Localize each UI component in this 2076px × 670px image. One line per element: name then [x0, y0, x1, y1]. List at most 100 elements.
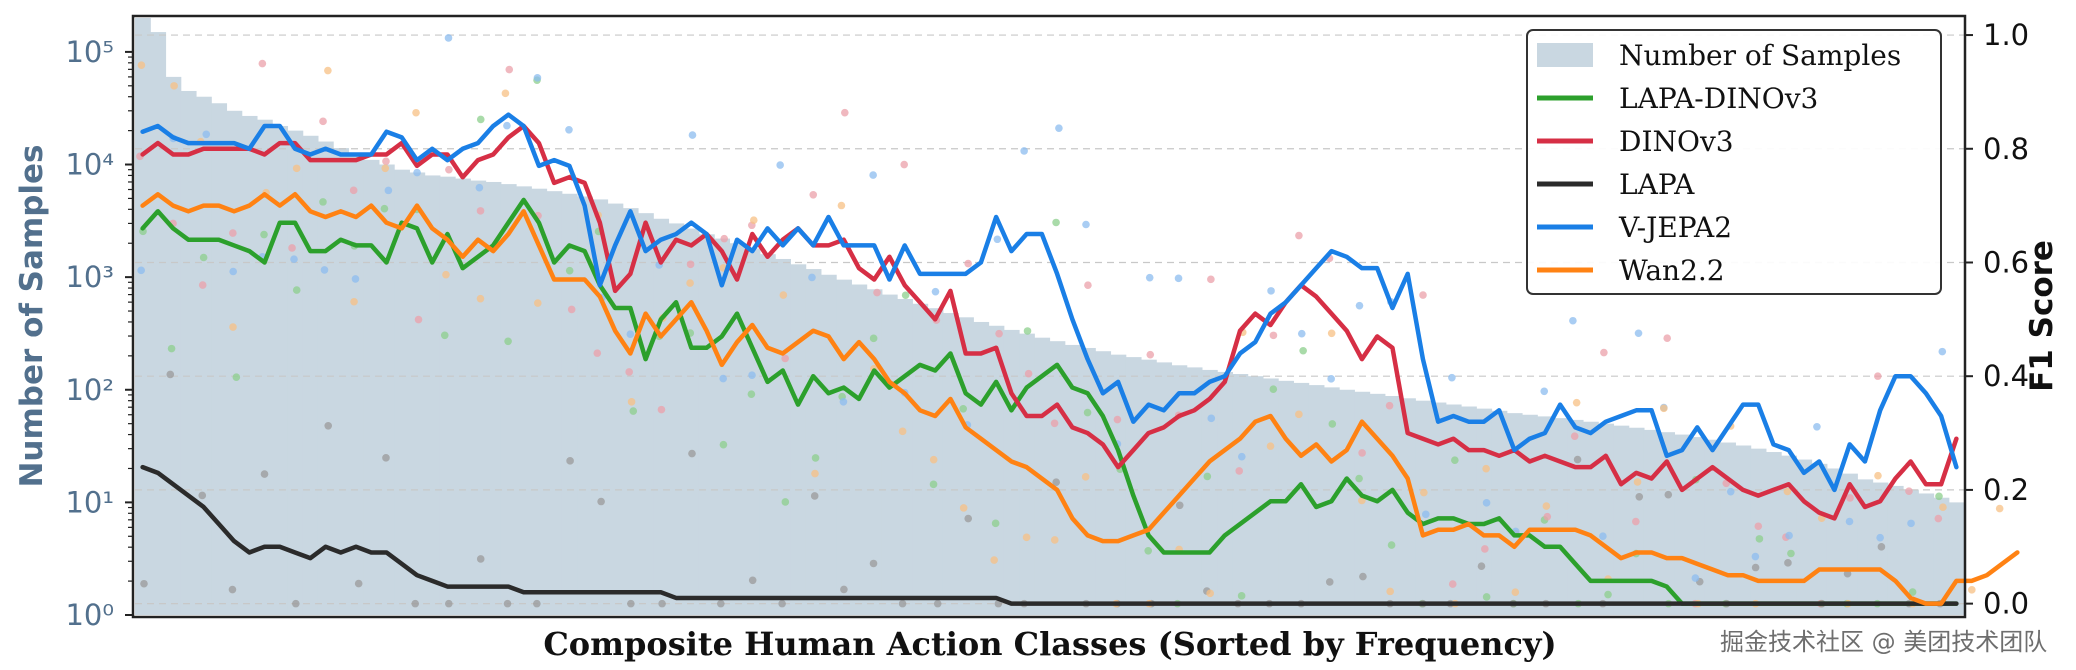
- scatter-point: [1420, 488, 1428, 497]
- scatter-point: [1448, 373, 1456, 382]
- sample-bar: [1796, 459, 1813, 615]
- scatter-point: [809, 190, 818, 199]
- scatter-point: [959, 504, 968, 512]
- scatter-point: [720, 234, 729, 243]
- scatter-point: [1419, 291, 1427, 299]
- scatter-point: [898, 427, 907, 436]
- scatter-point: [781, 354, 789, 363]
- sample-bar: [1613, 425, 1630, 615]
- scatter-point: [1022, 533, 1031, 542]
- sample-bar: [1842, 473, 1858, 615]
- scatter-point: [1052, 218, 1060, 227]
- sample-bar: [1262, 378, 1279, 615]
- sample-bar: [1140, 359, 1157, 615]
- scatter-point: [869, 334, 878, 343]
- sample-bar: [1415, 400, 1432, 615]
- legend-label: V-JEPA2: [1618, 211, 1732, 244]
- sample-bar: [1948, 502, 1965, 615]
- sample-bar: [256, 119, 273, 616]
- sample-bar: [1887, 485, 1904, 615]
- scatter-point: [1421, 510, 1430, 519]
- scatter-point: [658, 599, 666, 608]
- scatter-point: [869, 171, 877, 179]
- scatter-point: [1355, 474, 1363, 483]
- scatter-point: [929, 455, 938, 464]
- scatter-point: [442, 270, 450, 279]
- scatter-point: [811, 454, 820, 462]
- scatter-point: [626, 330, 635, 338]
- scatter-point: [1174, 274, 1183, 283]
- sample-bar: [668, 223, 685, 615]
- scatter-point: [1907, 519, 1915, 528]
- scatter-point: [779, 291, 788, 299]
- scatter-point: [412, 108, 420, 117]
- scatter-point: [1570, 432, 1579, 440]
- scatter-point: [198, 281, 207, 289]
- scatter-point: [808, 273, 816, 282]
- sample-bar: [1430, 402, 1447, 615]
- right-tick-label: 0.8: [1983, 132, 2029, 166]
- scatter-point: [349, 186, 358, 195]
- scatter-point: [1754, 522, 1763, 531]
- scatter-point: [991, 519, 1000, 528]
- sample-bar: [470, 180, 487, 615]
- sample-bar: [897, 298, 913, 615]
- scatter-point: [533, 299, 542, 307]
- legend-label: LAPA: [1619, 168, 1695, 201]
- scatter-point: [901, 291, 910, 300]
- scatter-point: [350, 297, 358, 306]
- scatter-point: [964, 514, 973, 523]
- scatter-point: [1052, 478, 1060, 487]
- sample-bar: [180, 90, 197, 615]
- scatter-point: [1751, 563, 1760, 572]
- scatter-point: [167, 344, 176, 353]
- scatter-point: [1874, 471, 1882, 480]
- sample-bar: [1476, 408, 1493, 615]
- sample-bar: [988, 325, 1005, 615]
- sample-bar: [1400, 398, 1416, 615]
- scatter-point: [1023, 327, 1032, 335]
- scatter-point: [990, 556, 998, 564]
- legend-label: Number of Samples: [1619, 39, 1901, 72]
- scatter-point: [503, 121, 511, 130]
- scatter-point: [993, 235, 1002, 244]
- sample-bar: [500, 184, 517, 616]
- sample-bar: [698, 234, 715, 615]
- scatter-point: [1477, 562, 1486, 571]
- scatter-point: [292, 164, 301, 173]
- scatter-point: [1874, 372, 1882, 380]
- scatter-point: [1572, 398, 1581, 407]
- scatter-point: [839, 397, 848, 406]
- left-tick-label: 10²: [65, 373, 114, 407]
- scatter-point: [1481, 545, 1489, 553]
- sample-bar: [1156, 362, 1173, 615]
- scatter-point: [719, 374, 727, 383]
- scatter-point: [1968, 586, 1976, 594]
- scatter-point: [1785, 531, 1793, 540]
- scatter-point: [170, 82, 178, 90]
- scatter-point: [1387, 541, 1396, 549]
- scatter-point: [1144, 547, 1153, 555]
- sample-bar: [226, 110, 243, 615]
- scatter-point: [228, 585, 237, 594]
- scatter-point: [627, 398, 636, 406]
- scatter-point: [1269, 331, 1278, 340]
- sample-bar: [485, 181, 502, 615]
- scatter-point: [476, 555, 485, 563]
- scatter-point: [841, 108, 849, 117]
- left-tick-label: 10³: [65, 260, 114, 294]
- sample-bar: [1598, 423, 1615, 615]
- legend: Number of Samples LAPA-DINOv3 DINOv3 LAPA V-…: [1526, 29, 1942, 295]
- sample-bar: [1750, 448, 1767, 615]
- scatter-point: [1784, 559, 1792, 567]
- right-axis-ticks: 0.0 0.2 0.4 0.6 0.8 1.0: [1965, 18, 2029, 621]
- y-axis-label-right: F1 Score: [2024, 240, 2060, 392]
- right-tick-label: 0.6: [1983, 245, 2029, 279]
- scatter-point: [900, 160, 908, 169]
- scatter-point: [964, 259, 972, 268]
- scatter-point: [1024, 369, 1033, 378]
- sample-bar: [333, 148, 349, 615]
- scatter-point: [229, 267, 237, 276]
- sample-bar: [851, 284, 868, 615]
- scatter-point: [288, 244, 296, 252]
